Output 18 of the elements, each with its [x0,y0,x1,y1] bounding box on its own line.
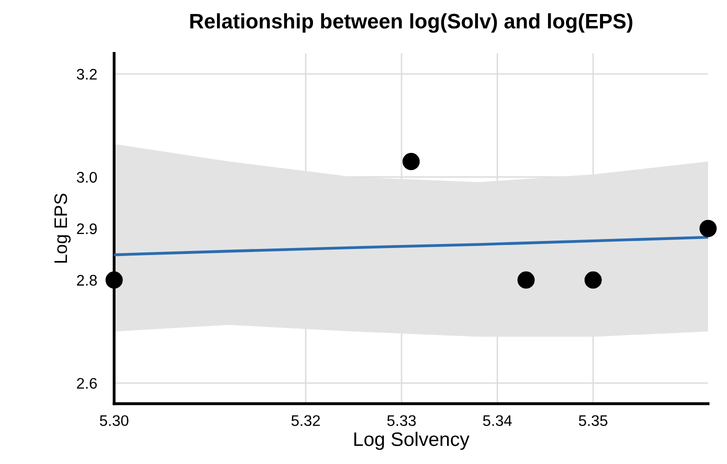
y-tick-label: 2.9 [77,223,97,234]
chart-title: Relationship between log(Solv) and log(EPS) [190,13,632,33]
x-tick-label: 5.32 [291,415,320,426]
point [402,152,420,170]
y-tick-label: 2.8 [77,274,97,286]
y-axis-title: Log EPS [54,194,71,263]
x-axis-title: Log Solvency [354,432,470,450]
point [584,271,602,289]
y-tick-label: 3.2 [76,68,97,80]
x-tick-label: 5.30 [100,415,128,426]
x-tick-label: 5.34 [483,415,512,426]
y-tick-label: 2.6 [77,378,97,389]
point [699,220,717,238]
y-tick-label: 3.0 [76,172,97,183]
x-tick-label: 5.35 [578,415,608,426]
x-tick-label: 5.33 [387,415,416,426]
point [517,271,535,289]
point [106,271,123,289]
